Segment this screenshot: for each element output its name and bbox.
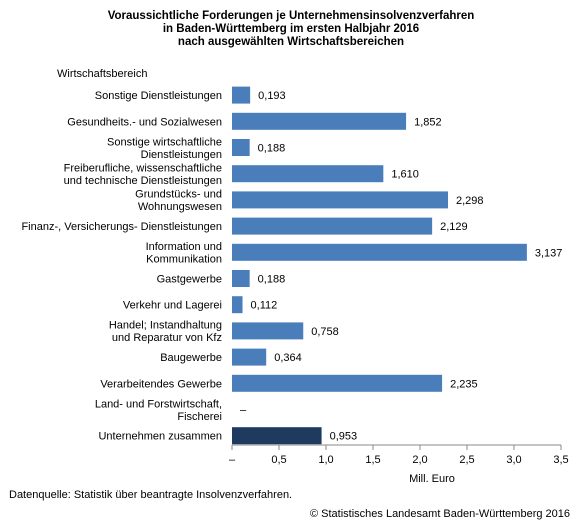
bar: [232, 191, 449, 209]
category-label: Freiberufliche, wissenschaftliche und tec…: [64, 162, 222, 187]
category-label-line: Gesundheits.- und Sozialwesen: [67, 116, 222, 128]
bar: [232, 296, 243, 314]
chart-title: Voraussichtliche Forderungen je Unterneh…: [0, 10, 582, 49]
category-label: Land- und Forstwirtschaft, Fischerei: [95, 398, 222, 423]
category-label-line: Gastgewerbe: [157, 274, 222, 286]
category-label: Handel; Instandhaltung und Reparatur von …: [109, 320, 222, 345]
x-tick-label: 2,5: [459, 454, 474, 466]
category-label: Verarbeitendes Gewerbe: [100, 378, 222, 390]
category-axis-label: Wirtschaftsbereich: [57, 68, 148, 80]
category-label: Baugewerbe: [160, 352, 222, 364]
bar: [232, 374, 443, 392]
bar: [232, 112, 407, 130]
chart-title-line: in Baden-Württemberg im ersten Halbjahr …: [162, 23, 420, 35]
category-label: Information und Kommunikation: [146, 241, 222, 265]
category-label-line: Land- und Forstwirtschaft,: [95, 398, 222, 410]
value-label: –: [240, 405, 247, 417]
value-label: 0,188: [258, 274, 286, 286]
category-label: Sonstige Dienstleistungen: [95, 90, 222, 102]
x-tick-label: –: [229, 454, 236, 466]
total-bar: [232, 427, 322, 445]
value-label: 1,852: [414, 116, 442, 128]
x-tick-label: 0,5: [271, 454, 286, 466]
category-label: Sonstige wirtschaftliche Dienstleistungen: [107, 136, 222, 161]
copyright-note: © Statistisches Landesamt Baden-Württemb…: [309, 508, 570, 520]
bar: [232, 348, 267, 366]
value-label: 0,758: [311, 326, 339, 338]
category-label-line: Freiberufliche, wissenschaftliche: [64, 162, 222, 174]
category-label-line: Finanz-, Versicherungs- Dienstleistungen: [21, 221, 222, 233]
value-label: 0,193: [258, 90, 286, 102]
category-label-line: Handel; Instandhaltung: [109, 320, 222, 332]
category-label-line: Dienstleistungen: [141, 149, 222, 161]
category-label: Gastgewerbe: [157, 274, 222, 286]
x-tick-label: 1,5: [365, 454, 380, 466]
value-label: 2,235: [450, 378, 478, 390]
source-note: Datenquelle: Statistik über beantragte I…: [9, 489, 293, 501]
x-tick-label: 3,0: [506, 454, 521, 466]
category-label-line: Wohnungswesen: [138, 201, 222, 213]
bar: [232, 270, 250, 287]
x-tick-label: 2,0: [412, 454, 427, 466]
value-label: 0,112: [251, 300, 278, 312]
category-label-line: Verkehr und Lagerei: [123, 300, 222, 312]
category-label-line: Sonstige Dienstleistungen: [95, 90, 222, 102]
category-label: Grundstücks- und Wohnungswesen: [135, 189, 222, 214]
bar: [232, 165, 384, 183]
chart-title-line: Voraussichtliche Forderungen je Unterneh…: [107, 10, 475, 22]
category-label-line: Grundstücks- und: [135, 189, 222, 201]
x-tick-label: 1,0: [318, 454, 333, 466]
value-label: 2,129: [440, 221, 468, 233]
value-label: 3,137: [535, 247, 563, 259]
value-label: 0,188: [258, 143, 286, 155]
bar: [232, 217, 433, 235]
chart-title-line: nach ausgewählten Wirtschaftsbereichen: [177, 36, 405, 48]
bar: [232, 322, 304, 340]
category-label-line: Baugewerbe: [160, 352, 222, 364]
category-label-line: Information und: [146, 241, 222, 253]
category-label: Unternehmen zusammen: [98, 431, 222, 443]
category-label-line: Verarbeitendes Gewerbe: [100, 378, 222, 390]
category-label-line: Sonstige wirtschaftliche: [107, 136, 222, 148]
category-label-line: Fischerei: [177, 411, 222, 423]
category-label-line: Unternehmen zusammen: [98, 431, 222, 443]
bar: [232, 139, 250, 156]
category-label-line: und technische Dienstleistungen: [64, 175, 222, 187]
category-label-line: Kommunikation: [146, 254, 222, 266]
x-tick-label: 3,5: [553, 454, 568, 466]
category-label: Gesundheits.- und Sozialwesen: [67, 116, 222, 128]
category-label: Verkehr und Lagerei: [123, 300, 222, 312]
category-label: Finanz-, Versicherungs- Dienstleistungen: [21, 221, 222, 233]
category-label-line: und Reparatur von Kfz: [112, 332, 222, 344]
value-label: 0,364: [274, 352, 302, 364]
value-label: 2,298: [456, 195, 484, 207]
bar: [232, 243, 527, 261]
bar: [232, 86, 251, 104]
value-label: 1,610: [391, 169, 419, 181]
value-label: 0,953: [330, 431, 358, 443]
x-axis-title: Mill. Euro: [409, 473, 455, 485]
